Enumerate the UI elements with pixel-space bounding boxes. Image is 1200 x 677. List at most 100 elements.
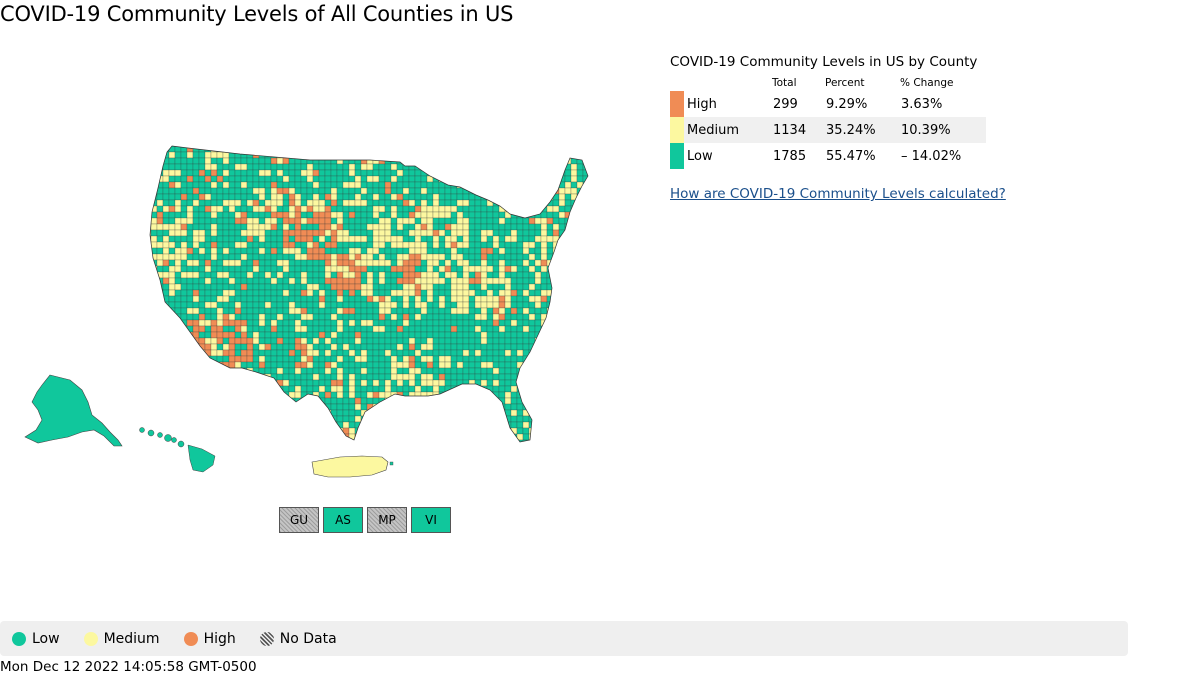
county-cell[interactable] [180, 205, 188, 213]
county-cell[interactable] [474, 265, 482, 273]
county-cell[interactable] [198, 439, 206, 446]
county-cell[interactable] [300, 217, 308, 225]
county-cell[interactable] [474, 373, 482, 381]
county-cell[interactable] [480, 146, 488, 153]
county-cell[interactable] [306, 140, 314, 147]
county-cell[interactable] [522, 325, 530, 333]
county-cell[interactable] [540, 409, 548, 417]
county-cell[interactable] [480, 373, 488, 381]
county-cell[interactable] [240, 187, 248, 195]
county-cell[interactable] [354, 361, 362, 369]
county-cell[interactable] [546, 217, 554, 225]
county-cell[interactable] [264, 349, 272, 357]
county-cell[interactable] [324, 331, 332, 339]
county-cell[interactable] [348, 163, 356, 171]
county-cell[interactable] [444, 205, 452, 213]
county-cell[interactable] [354, 409, 362, 417]
county-cell[interactable] [438, 325, 446, 333]
county-cell[interactable] [348, 427, 356, 435]
county-cell[interactable] [361, 446, 367, 452]
county-cell[interactable] [504, 247, 512, 255]
county-cell[interactable] [330, 193, 338, 201]
county-cell[interactable] [204, 157, 212, 165]
county-cell[interactable] [294, 295, 302, 303]
county-cell[interactable] [396, 403, 404, 411]
county-cell[interactable] [582, 259, 589, 267]
county-cell[interactable] [420, 391, 428, 399]
county-cell[interactable] [408, 199, 416, 207]
county-cell[interactable] [534, 259, 542, 267]
county-cell[interactable] [504, 181, 512, 189]
county-cell[interactable] [168, 367, 176, 375]
county-cell[interactable] [576, 151, 584, 159]
county-cell[interactable] [444, 247, 452, 255]
county-cell[interactable] [474, 217, 482, 225]
county-cell[interactable] [198, 271, 206, 279]
county-cell[interactable] [444, 439, 452, 446]
county-cell[interactable] [570, 241, 578, 249]
county-cell[interactable] [522, 175, 530, 183]
county-cell[interactable] [162, 415, 170, 423]
county-cell[interactable] [552, 205, 560, 213]
county-cell[interactable] [234, 313, 242, 321]
county-cell[interactable] [276, 163, 284, 171]
county-cell[interactable] [145, 217, 152, 225]
county-cell[interactable] [528, 241, 536, 249]
county-cell[interactable] [378, 433, 386, 441]
county-cell[interactable] [342, 283, 350, 291]
county-cell[interactable] [186, 241, 194, 249]
county-cell[interactable] [589, 428, 595, 434]
county-cell[interactable] [384, 205, 392, 213]
county-cell[interactable] [312, 283, 320, 291]
county-cell[interactable] [589, 212, 595, 218]
county-cell[interactable] [366, 313, 374, 321]
county-cell[interactable] [186, 157, 194, 165]
county-cell[interactable] [156, 259, 164, 267]
county-cell[interactable] [510, 199, 518, 207]
county-cell[interactable] [462, 223, 470, 231]
county-cell[interactable] [336, 349, 344, 357]
county-cell[interactable] [420, 409, 428, 417]
county-cell[interactable] [282, 241, 290, 249]
county-cell[interactable] [504, 391, 512, 399]
county-cell[interactable] [516, 235, 524, 243]
county-cell[interactable] [444, 217, 452, 225]
county-cell[interactable] [288, 337, 296, 345]
county-cell[interactable] [576, 379, 584, 387]
county-cell[interactable] [342, 397, 350, 405]
county-cell[interactable] [589, 398, 595, 404]
county-cell[interactable] [222, 277, 230, 285]
county-cell[interactable] [420, 253, 428, 261]
county-cell[interactable] [294, 253, 302, 261]
county-cell[interactable] [318, 337, 326, 345]
county-cell[interactable] [462, 385, 470, 393]
county-cell[interactable] [462, 319, 470, 327]
county-cell[interactable] [336, 343, 344, 351]
county-cell[interactable] [156, 349, 164, 357]
county-cell[interactable] [246, 391, 254, 399]
county-cell[interactable] [222, 295, 230, 303]
county-cell[interactable] [300, 319, 308, 327]
county-cell[interactable] [492, 337, 500, 345]
county-cell[interactable] [330, 229, 338, 237]
county-cell[interactable] [408, 277, 416, 285]
county-cell[interactable] [264, 283, 272, 291]
county-cell[interactable] [474, 433, 482, 441]
county-cell[interactable] [145, 301, 152, 309]
county-cell[interactable] [420, 379, 428, 387]
county-cell[interactable] [336, 433, 344, 441]
county-cell[interactable] [366, 331, 374, 339]
county-cell[interactable] [324, 343, 332, 351]
county-cell[interactable] [174, 193, 182, 201]
county-cell[interactable] [528, 283, 536, 291]
county-cell[interactable] [450, 211, 458, 219]
county-cell[interactable] [348, 343, 356, 351]
county-cell[interactable] [589, 368, 595, 374]
county-cell[interactable] [582, 337, 589, 345]
county-cell[interactable] [540, 241, 548, 249]
county-cell[interactable] [552, 307, 560, 315]
county-cell[interactable] [318, 349, 326, 357]
county-cell[interactable] [384, 235, 392, 243]
county-cell[interactable] [450, 253, 458, 261]
county-cell[interactable] [390, 163, 398, 171]
